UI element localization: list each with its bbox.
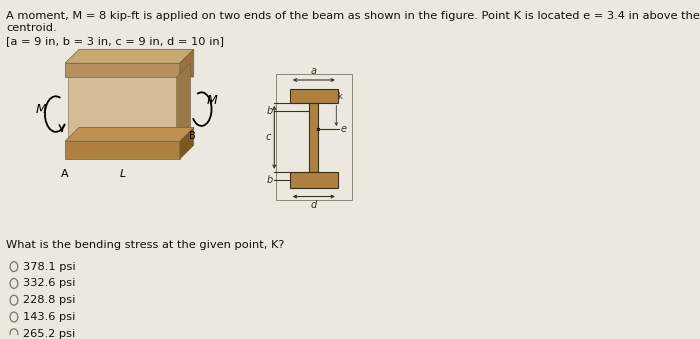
Polygon shape	[180, 49, 194, 77]
Text: a: a	[311, 66, 317, 76]
Text: 332.6 psi: 332.6 psi	[23, 278, 76, 288]
Polygon shape	[65, 141, 180, 159]
Bar	[309, 103, 318, 172]
Text: centroid.: centroid.	[6, 23, 57, 33]
Text: [a = 9 in, b = 3 in, c = 9 in, d = 10 in]: [a = 9 in, b = 3 in, c = 9 in, d = 10 in…	[6, 37, 224, 46]
Text: A moment, M = 8 kip-ft is applied on two ends of the beam as shown in the figure: A moment, M = 8 kip-ft is applied on two…	[6, 11, 700, 21]
Text: b: b	[267, 175, 273, 185]
Text: B: B	[189, 131, 196, 141]
Text: M: M	[207, 94, 218, 107]
Text: d: d	[311, 200, 317, 211]
Text: 228.8 psi: 228.8 psi	[23, 295, 76, 305]
Polygon shape	[176, 63, 190, 141]
Polygon shape	[180, 127, 194, 159]
Text: M: M	[36, 103, 46, 116]
Text: 265.2 psi: 265.2 psi	[23, 329, 76, 339]
Text: c: c	[266, 132, 271, 142]
Text: 143.6 psi: 143.6 psi	[23, 312, 76, 322]
Text: 378.1 psi: 378.1 psi	[23, 262, 76, 272]
Bar	[290, 89, 338, 103]
Text: A: A	[62, 169, 69, 179]
Text: k: k	[337, 92, 342, 101]
Text: e: e	[341, 124, 347, 134]
Polygon shape	[65, 63, 180, 77]
Text: b: b	[267, 106, 273, 116]
Polygon shape	[65, 49, 194, 63]
Bar	[276, 74, 352, 200]
Polygon shape	[68, 77, 176, 141]
Bar	[290, 172, 338, 187]
Text: L: L	[119, 169, 125, 179]
Text: What is the bending stress at the given point, K?: What is the bending stress at the given …	[6, 240, 285, 250]
Polygon shape	[65, 127, 194, 141]
